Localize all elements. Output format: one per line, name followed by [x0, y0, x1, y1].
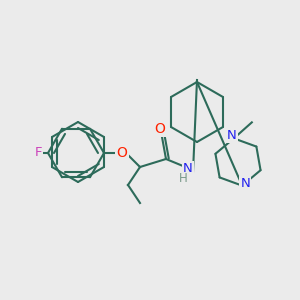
Text: N: N	[183, 163, 193, 176]
Text: N: N	[240, 177, 250, 190]
Text: F: F	[34, 146, 42, 160]
Text: O: O	[154, 122, 165, 136]
Text: O: O	[117, 146, 128, 160]
Text: H: H	[178, 172, 188, 185]
Text: N: N	[227, 129, 237, 142]
